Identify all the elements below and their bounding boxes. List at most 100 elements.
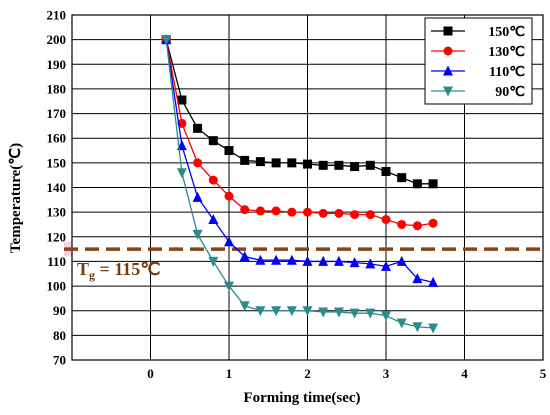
data-point [177,118,187,128]
data-point [208,136,218,146]
data-point [428,276,439,287]
data-point [428,179,438,189]
y-tick-label: 150 [47,155,67,170]
legend-label: 110℃ [489,65,525,80]
data-point [350,210,360,220]
data-point [176,168,187,179]
legend-label: 130℃ [488,45,525,60]
data-point [255,157,265,167]
y-tick-label: 110 [47,254,66,269]
data-point [365,160,375,170]
data-point [161,35,172,46]
y-tick-label: 190 [47,57,67,72]
data-point [271,306,282,317]
x-axis-title: Forming time(sec) [243,390,360,406]
y-tick-label: 100 [47,279,67,294]
data-point [334,208,344,218]
data-point [303,207,312,217]
data-point [318,160,328,170]
data-point [255,206,265,216]
data-point [255,254,266,265]
y-tick-label: 210 [47,8,67,23]
data-point [192,229,203,240]
data-point [239,301,250,312]
data-point [302,306,313,317]
data-point [396,318,407,329]
y-tick-label: 70 [53,353,66,368]
data-point [240,155,250,165]
data-point [208,214,219,225]
y-tick-label: 90 [53,303,66,318]
data-point [271,254,282,265]
data-point [350,162,360,172]
data-point [318,307,329,318]
data-point [365,258,376,269]
data-point [381,215,391,225]
legend-marker [443,65,453,76]
data-point [224,281,234,292]
data-point [224,191,234,201]
series-line [165,39,434,284]
data-point [287,207,297,217]
legend-label: 150℃ [488,25,525,40]
data-point [397,219,407,229]
data-point [333,307,344,318]
y-axis-title: Temperature(℃) [8,143,24,253]
series-1 [161,35,438,231]
x-tick-label: 2 [304,366,311,381]
y-tick-label: 180 [47,81,67,96]
data-point [271,158,281,168]
data-point [286,306,297,317]
data-point [318,255,329,266]
data-point [412,221,422,231]
data-point [349,257,360,268]
data-point [428,218,438,228]
legend-marker [443,26,453,36]
data-point [193,123,203,133]
legend-marker [443,46,453,56]
data-point [239,251,250,261]
data-point [365,210,375,220]
data-point [381,260,391,271]
series-layer [161,34,439,334]
series-3 [161,35,439,334]
data-point [396,255,407,266]
legend-box [424,17,533,105]
legend-marker [443,86,453,97]
axis-layer: 0 1 2 3 4 5 70 80 90 100 110 120 130 140 150 160 170 180 1… [47,8,547,382]
x-tick-label: 0 [147,366,154,381]
data-point [334,160,344,170]
legend: 150℃ 130℃ 110℃ 90℃ [424,17,533,105]
y-tick-label: 120 [47,229,67,244]
data-point [177,95,187,105]
data-point [224,236,234,247]
data-point [428,323,439,334]
data-point [381,311,391,322]
data-point [412,322,423,333]
tg-annotation: Tg = 115℃ [77,259,161,282]
y-tick-label: 80 [53,328,66,343]
x-tick-label: 3 [383,366,390,381]
data-point [333,255,344,266]
series-line [165,39,434,329]
data-point [286,254,297,265]
plot-border [71,14,544,361]
data-point [349,308,360,319]
y-tick-label: 200 [47,32,67,47]
series-0 [161,35,438,189]
grid-layer [71,14,544,361]
data-point [412,179,422,189]
y-tick-label: 130 [47,205,67,220]
data-point [318,208,328,218]
data-point [287,158,297,168]
data-point [208,175,218,185]
y-tick-label: 140 [47,180,67,195]
x-tick-label: 5 [540,366,547,381]
x-tick-label: 4 [461,366,468,381]
data-point [192,191,203,202]
y-tick-label: 170 [47,106,67,121]
data-point [271,206,281,216]
data-point [193,158,203,168]
data-point [255,306,266,317]
